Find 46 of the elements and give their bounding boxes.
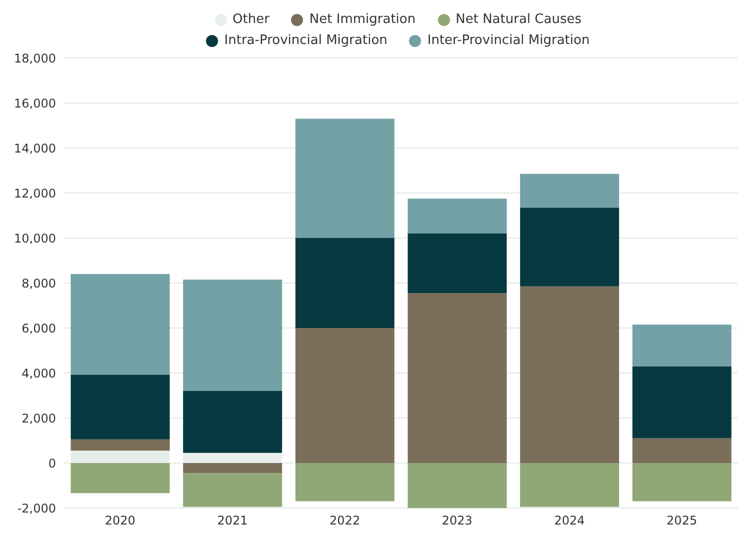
y-tick-label: 8,000 [22,276,56,290]
bar [70,463,170,494]
x-tick-label: 2021 [217,514,248,528]
bar [183,473,282,507]
x-tick-label: 2023 [442,514,472,528]
y-tick-label: 16,000 [14,96,56,110]
bar [70,439,170,451]
x-tick-label: 2020 [104,514,136,528]
legend-label: Net Immigration [309,12,416,27]
y-tick-label: 4,000 [22,366,56,380]
bar [520,174,620,208]
bar [520,286,620,463]
bar [632,324,732,366]
bar [520,208,620,286]
y-tick-label: 6,000 [22,321,56,336]
bar [70,374,170,440]
bar [295,328,394,463]
bar [632,438,732,463]
x-tick-label: 2024 [554,514,585,528]
y-tick-label: -2,000 [17,501,56,516]
bar [632,463,732,502]
bar [632,366,732,438]
y-tick-label: 18,000 [14,51,56,66]
bar [408,198,507,234]
x-tick-label: 2025 [666,514,698,528]
bar [520,463,620,507]
bar [183,280,282,391]
bar [183,463,282,474]
legend-label: Inter-Provincial Migration [427,33,590,48]
bar [183,391,282,453]
y-tick-label: 12,000 [14,186,56,200]
y-tick-label: 0 [48,456,56,470]
bar [295,463,394,502]
legend-label: Net Natural Causes [456,12,582,27]
bar [408,463,507,508]
bar [70,274,170,375]
bar [295,238,394,328]
legend-label: Other [232,12,270,27]
bar [408,293,507,463]
y-tick-label: 14,000 [14,141,56,156]
bar [408,234,507,294]
y-tick-label: 2,000 [22,411,56,426]
bar [295,118,394,238]
x-tick-label: 2022 [330,514,360,528]
y-tick-label: 10,000 [14,231,56,246]
legend-label: Intra-Provincial Migration [224,33,388,48]
